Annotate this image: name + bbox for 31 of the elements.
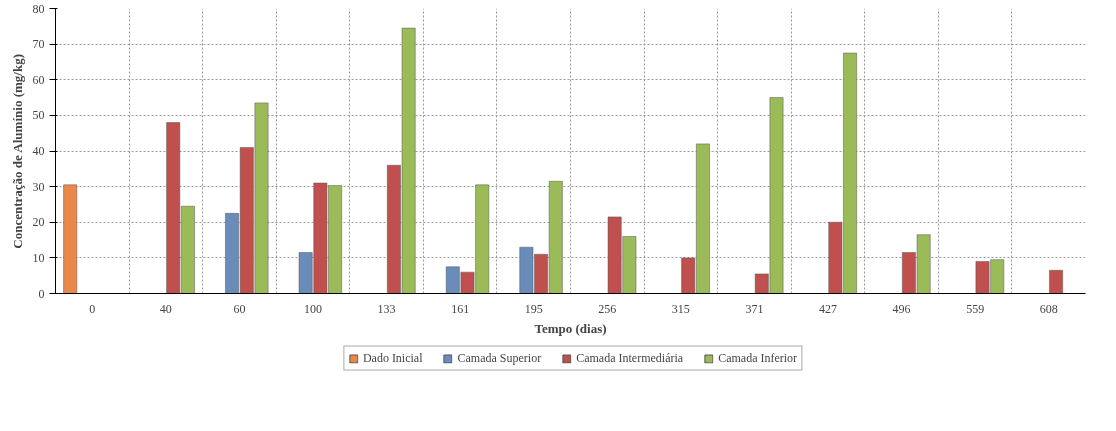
x-tick-label: 100 — [304, 301, 322, 316]
x-tick-label: 427 — [819, 301, 837, 316]
legend-label: Dado Inicial — [362, 350, 423, 366]
y-tick-label: 70 — [32, 37, 45, 52]
y-tick-label: 80 — [32, 1, 45, 16]
y-axis-title: Concentração de Alumínio (mg/kg) — [9, 54, 25, 249]
y-tick-label: 10 — [32, 250, 45, 265]
y-tick-label: 40 — [32, 144, 45, 158]
y-tick-label: 50 — [32, 108, 45, 123]
x-tick-label: 608 — [1039, 301, 1058, 316]
x-tick-label: 195 — [524, 301, 543, 316]
x-tick-label: 40 — [159, 301, 172, 316]
y-tick-label: 0 — [38, 286, 45, 301]
x-axis-title: Tempo (dias) — [534, 320, 607, 336]
y-tick-label: 20 — [32, 215, 45, 230]
legend-label: Camada Superior — [457, 350, 542, 366]
x-tick-label: 315 — [671, 301, 690, 316]
x-tick-label: 559 — [966, 301, 985, 316]
x-tick-label: 133 — [377, 301, 396, 316]
x-tick-label: 0 — [89, 301, 96, 316]
x-tick-label: 496 — [892, 301, 911, 316]
y-tick-label: 30 — [32, 179, 45, 194]
bar — [63, 184, 78, 294]
bar — [1049, 270, 1063, 294]
x-tick-label: 60 — [233, 301, 246, 316]
x-tick-label: 256 — [598, 301, 617, 316]
x-tick-label: 371 — [745, 301, 764, 316]
legend-label: Camada Inferior — [718, 350, 798, 366]
x-tick-label: 161 — [451, 301, 470, 316]
legend-label: Camada Intermediária — [576, 350, 684, 366]
y-tick-label: 60 — [32, 72, 45, 87]
